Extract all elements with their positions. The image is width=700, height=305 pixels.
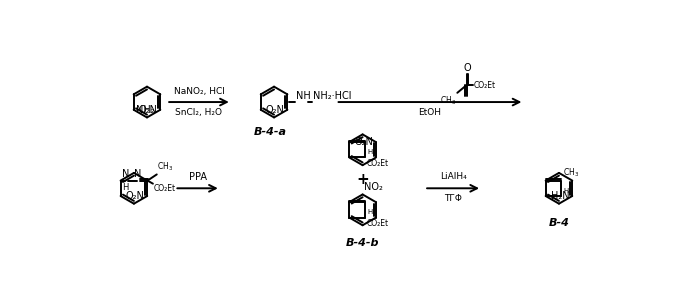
Text: N: N	[134, 169, 141, 179]
Text: B-4-a: B-4-a	[253, 127, 287, 137]
Text: NO₂: NO₂	[364, 182, 383, 192]
Text: CO₂Et: CO₂Et	[154, 184, 176, 193]
Text: SnCl₂, H₂O: SnCl₂, H₂O	[176, 108, 223, 117]
Text: O₂N: O₂N	[125, 191, 144, 201]
Text: EtOH: EtOH	[419, 108, 442, 117]
Text: NH₂: NH₂	[136, 105, 155, 115]
Text: CO₂Et: CO₂Et	[367, 159, 389, 168]
Text: NH: NH	[295, 91, 310, 101]
Text: NH₂·HCl: NH₂·HCl	[312, 91, 351, 101]
Text: N: N	[122, 169, 129, 179]
Text: H: H	[367, 209, 372, 215]
Text: O₂N: O₂N	[139, 105, 158, 115]
Text: H: H	[564, 188, 568, 194]
Text: CO₂Et: CO₂Et	[367, 219, 389, 228]
Text: NaNO₂, HCl: NaNO₂, HCl	[174, 87, 225, 96]
Text: B-4: B-4	[549, 217, 569, 228]
Text: PPA: PPA	[188, 172, 206, 182]
Text: +: +	[356, 171, 369, 187]
Text: O₂N: O₂N	[355, 137, 374, 147]
Text: LiAlH₄: LiAlH₄	[440, 172, 466, 181]
Text: O₂N: O₂N	[265, 105, 284, 115]
Text: CH$_3$: CH$_3$	[440, 94, 456, 107]
Text: H: H	[122, 183, 128, 192]
Text: CH$_3$: CH$_3$	[563, 167, 579, 179]
Text: B-4-b: B-4-b	[346, 238, 379, 248]
Text: O: O	[463, 63, 471, 73]
Text: CO₂Et: CO₂Et	[473, 81, 496, 90]
Text: H: H	[367, 149, 372, 155]
Text: H₂N: H₂N	[552, 191, 570, 201]
Text: ТГΦ: ТГΦ	[444, 194, 462, 203]
Text: CH$_3$: CH$_3$	[157, 160, 173, 173]
